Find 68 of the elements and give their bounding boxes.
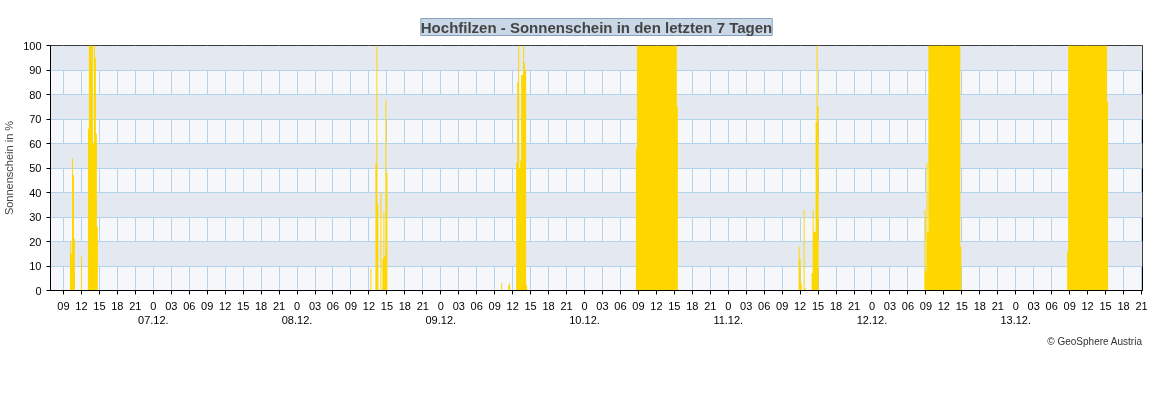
x-tick-label: 21	[1135, 299, 1148, 312]
x-tick-label: 15	[668, 299, 681, 312]
x-tick-label: 18	[255, 299, 268, 312]
x-tick-label: 15	[811, 299, 825, 312]
x-tick-label: 15	[93, 299, 106, 312]
x-tick-label: 21	[416, 299, 429, 312]
x-tick-label: 12	[794, 299, 807, 312]
y-tick-label: 10	[29, 260, 42, 272]
x-tick-label: 18	[829, 299, 843, 312]
x-tick-label: 03	[883, 299, 897, 312]
x-tick-label: 18	[111, 299, 124, 312]
y-tick-label: 50	[29, 162, 42, 174]
y-tick-label: 80	[29, 88, 42, 101]
y-tick-label: 20	[29, 235, 42, 248]
x-tick-label: 12	[219, 299, 232, 312]
y-tick-label: 30	[29, 211, 42, 223]
x-tick-label: 09	[1063, 299, 1076, 312]
x-tick-label: 15	[524, 299, 537, 312]
x-tick-label: 06	[614, 299, 627, 312]
x-tick-label: 18	[542, 299, 555, 312]
x-tick-label: 18	[973, 299, 986, 312]
x-tick-label: 12	[937, 299, 950, 312]
x-tick-label: 21	[704, 299, 717, 312]
x-tick-label: 03	[308, 299, 322, 312]
y-tick-label: 70	[29, 113, 42, 125]
x-tick-label: 15	[955, 299, 968, 312]
y-axis-title: Sonnenschein in %	[3, 120, 16, 216]
x-tick-label: 18	[398, 299, 411, 312]
y-tick-label: 40	[29, 186, 42, 199]
x-tick-label: 06	[1045, 299, 1058, 312]
x-tick-label: 03	[740, 299, 753, 312]
x-tick-label: 06	[183, 299, 196, 312]
x-tick-label: 03	[1027, 299, 1040, 312]
text: © GeoSphere Austria	[1047, 335, 1143, 347]
chart-title: Hochfilzen - Sonnenschein in den letzten 7 Tagen	[420, 18, 773, 36]
x-tick-label: 15	[237, 299, 250, 312]
x-tick-label: 21	[847, 299, 861, 312]
x-tick-label: 06	[326, 299, 340, 312]
x-tick-label: 06	[901, 299, 915, 312]
x-tick-label: 09	[632, 299, 645, 312]
x-tick-label: 06	[470, 299, 483, 312]
x-tick-label: 09	[344, 299, 358, 312]
x-tick-label: 09	[57, 299, 70, 312]
x-tick-label: 21	[272, 299, 286, 312]
x-tick-label: 18	[1117, 299, 1130, 312]
x-tick-label: 15	[1099, 299, 1112, 312]
x-tick-label: 09	[201, 299, 214, 312]
x-tick-label: 12	[1081, 299, 1094, 312]
x-tick-label: 12	[362, 299, 376, 312]
y-tick-label: 0	[35, 284, 42, 297]
x-tick-label: 21	[129, 299, 142, 312]
x-tick-label: 03	[596, 299, 609, 312]
x-tick-label: 09	[919, 299, 933, 312]
x-tick-label: 03	[165, 299, 178, 312]
x-tick-label: 21	[991, 299, 1004, 312]
x-tick-label: 12	[650, 299, 663, 312]
x-tick-label: 12	[506, 299, 519, 312]
y-tick-label: 90	[29, 64, 42, 76]
x-tick-label: 18	[686, 299, 699, 312]
x-tick-label: 03	[452, 299, 465, 312]
x-tick-label: 15	[380, 299, 394, 312]
x-tick-label: 09	[776, 299, 789, 312]
x-tick-label: 12	[75, 299, 88, 312]
y-tick-label: 60	[29, 137, 42, 150]
x-tick-label: 09	[488, 299, 501, 312]
y-tick-label: 100	[23, 39, 42, 52]
x-tick-label: 21	[560, 299, 573, 312]
x-tick-label: 06	[758, 299, 771, 312]
